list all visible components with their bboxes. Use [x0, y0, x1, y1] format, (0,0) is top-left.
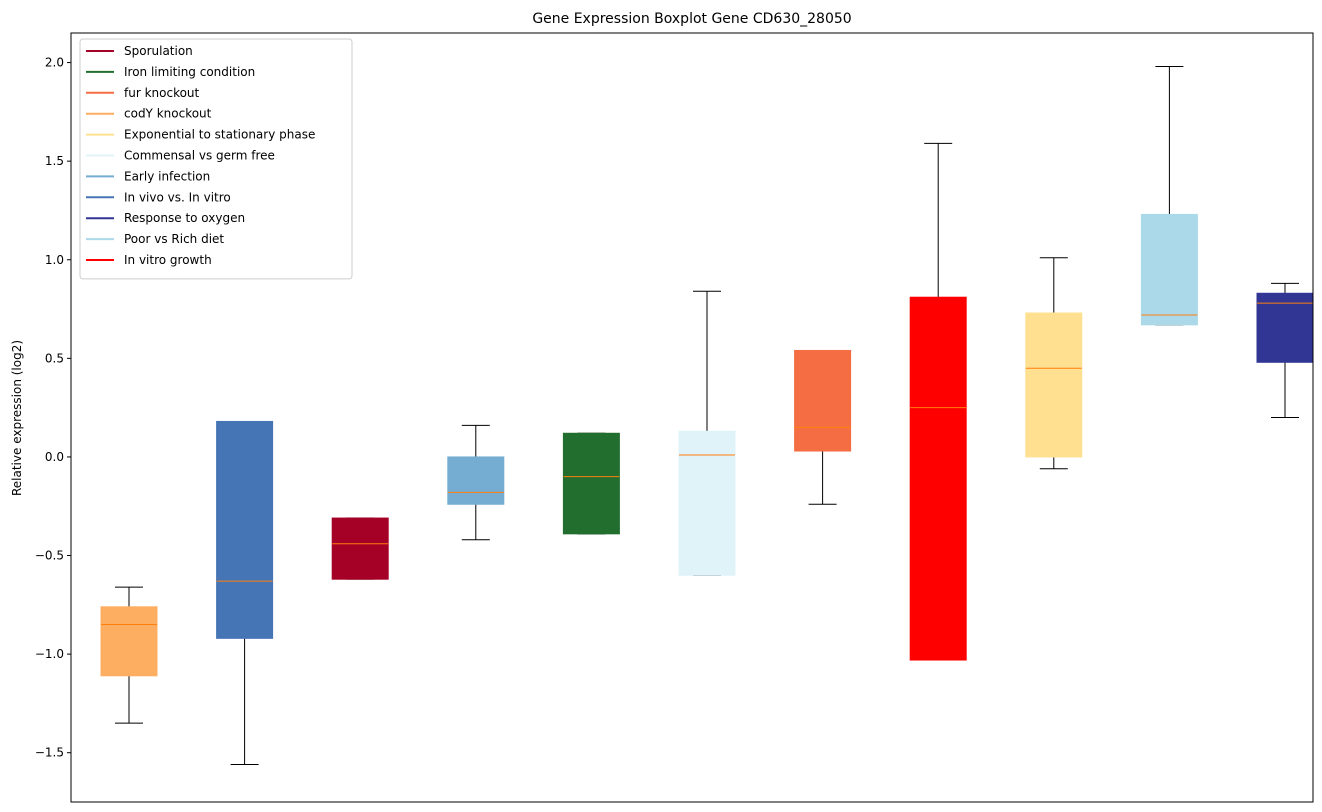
y-axis: −1.5 −1.0 −0.5 0.0 0.5 1.0 1.5 2.0 — [35, 56, 71, 760]
box-in-vivo-vs-in-vitro — [216, 420, 274, 766]
y-tick-label: −1.5 — [35, 746, 64, 760]
box-fur-knockout — [794, 349, 852, 505]
y-axis-label: Relative expression (log2) — [10, 340, 24, 496]
legend-box — [79, 38, 353, 280]
box-body — [562, 432, 620, 535]
box-body — [331, 517, 389, 580]
y-tick-label: 0.0 — [45, 450, 64, 464]
chart-title: Gene Expression Boxplot Gene CD630_28050 — [532, 11, 851, 27]
box-sporulation — [331, 517, 389, 580]
boxes-layer — [100, 66, 1314, 766]
box-poor-vs-rich-diet — [1140, 66, 1198, 326]
box-body — [909, 296, 967, 661]
y-tick-label: 1.0 — [45, 253, 64, 267]
box-response-to-oxygen — [1256, 282, 1314, 418]
legend-label: Early infection — [124, 169, 210, 183]
legend-label: codY knockout — [124, 107, 212, 121]
legend-label: Commensal vs germ free — [124, 149, 275, 163]
y-tick-label: 2.0 — [45, 56, 64, 70]
box-body — [1025, 312, 1083, 458]
legend: Sporulation Iron limiting condition fur kn… — [79, 38, 353, 280]
legend-label: Sporulation — [124, 44, 193, 58]
y-tick-label: 1.5 — [45, 154, 64, 168]
box-early-infection — [447, 424, 505, 541]
box-body — [794, 349, 852, 452]
legend-label: Iron limiting condition — [124, 65, 255, 79]
y-tick-label: −1.0 — [35, 647, 64, 661]
box-body — [216, 420, 274, 639]
legend-label: fur knockout — [124, 86, 200, 100]
box-in-vitro-growth — [909, 142, 967, 661]
y-tick-label: −0.5 — [35, 549, 64, 563]
plot-frame — [70, 32, 1314, 803]
box-body — [447, 456, 505, 505]
legend-label: Response to oxygen — [124, 211, 245, 225]
box-body — [678, 430, 736, 576]
box-exponential-to-stationary-phase — [1025, 257, 1083, 470]
box-body — [1140, 213, 1198, 326]
legend-label: Exponential to stationary phase — [124, 128, 315, 142]
box-iron-limiting-condition — [562, 432, 620, 535]
box-cody-knockout — [100, 586, 158, 724]
legend-label: In vitro growth — [124, 253, 212, 267]
legend-label: In vivo vs. In vitro — [124, 190, 231, 204]
legend-label: Poor vs Rich diet — [124, 232, 224, 246]
box-commensal-vs-germ-free — [678, 290, 736, 576]
box-body — [100, 606, 158, 677]
y-tick-label: 0.5 — [45, 351, 64, 365]
